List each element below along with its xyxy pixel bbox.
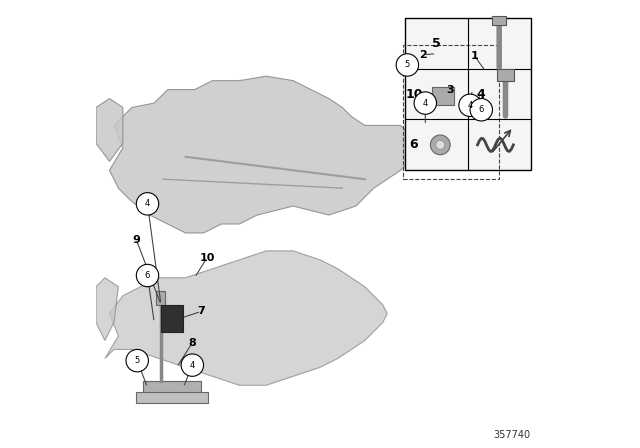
Circle shape xyxy=(436,140,445,149)
Text: 9: 9 xyxy=(132,235,140,245)
Polygon shape xyxy=(497,69,513,81)
Circle shape xyxy=(396,54,419,76)
Bar xyxy=(405,18,531,170)
Bar xyxy=(136,392,208,403)
Text: 5: 5 xyxy=(432,37,441,50)
Circle shape xyxy=(470,99,493,121)
PathPatch shape xyxy=(96,99,123,161)
Circle shape xyxy=(413,57,424,68)
Circle shape xyxy=(414,92,436,114)
Text: 6: 6 xyxy=(145,271,150,280)
Text: 5: 5 xyxy=(134,356,140,365)
Bar xyxy=(143,381,202,396)
Bar xyxy=(161,305,184,332)
Circle shape xyxy=(136,264,159,287)
Circle shape xyxy=(126,349,148,372)
Circle shape xyxy=(181,354,204,376)
Text: 10: 10 xyxy=(405,87,422,101)
PathPatch shape xyxy=(96,278,118,340)
Text: 2: 2 xyxy=(419,50,427,60)
Text: 4: 4 xyxy=(189,361,195,370)
Text: 6: 6 xyxy=(479,105,484,114)
Text: 4: 4 xyxy=(476,87,484,101)
Circle shape xyxy=(136,193,159,215)
Text: 3: 3 xyxy=(446,85,454,95)
Text: 8: 8 xyxy=(188,338,196,348)
Text: 6: 6 xyxy=(410,138,418,151)
Circle shape xyxy=(459,94,481,116)
Circle shape xyxy=(430,135,450,155)
Text: 1: 1 xyxy=(470,51,479,61)
Polygon shape xyxy=(493,17,506,26)
PathPatch shape xyxy=(463,67,495,108)
Text: 4: 4 xyxy=(467,101,473,110)
Bar xyxy=(157,291,166,305)
Text: 10: 10 xyxy=(200,253,215,263)
Bar xyxy=(431,87,454,105)
Bar xyxy=(403,45,499,179)
Text: 5: 5 xyxy=(404,60,410,69)
Text: 4: 4 xyxy=(422,99,428,108)
PathPatch shape xyxy=(109,76,414,233)
Text: 357740: 357740 xyxy=(493,430,531,440)
PathPatch shape xyxy=(105,251,387,385)
Text: 4: 4 xyxy=(145,199,150,208)
Text: 7: 7 xyxy=(197,306,205,316)
